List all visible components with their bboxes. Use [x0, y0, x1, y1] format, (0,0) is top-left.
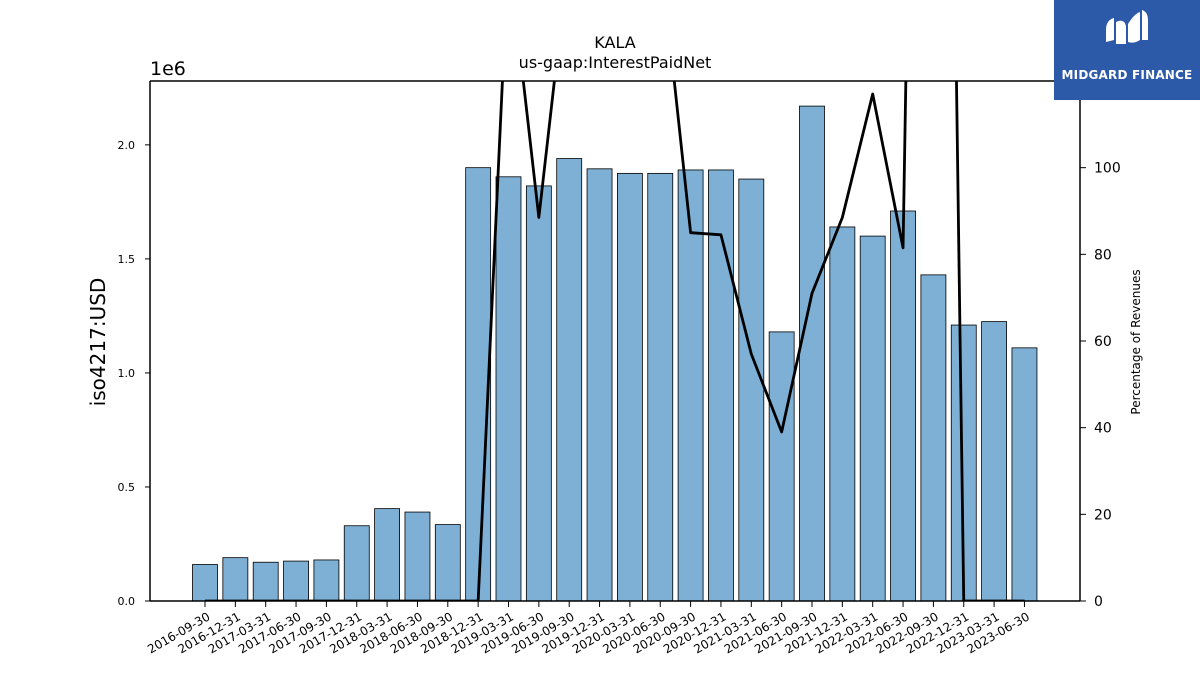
bar-2022-06-30	[890, 210, 916, 602]
bar-2021-06-30	[768, 331, 795, 602]
y-axis-label: iso4217:USD	[86, 278, 110, 407]
y2-axis-label: Percentage of Revenues	[1129, 269, 1143, 414]
y-tick-label: 0.5	[118, 481, 136, 494]
y2-tick-label: 40	[1094, 421, 1112, 437]
bar-2020-12-31	[708, 169, 734, 602]
bar-2021-03-31	[738, 178, 765, 602]
line-series	[205, 81, 1025, 601]
y2-tick-label: 0	[1094, 594, 1103, 610]
x-ticks: 2016-09-302016-12-312017-03-312017-06-30…	[145, 601, 1032, 656]
bar-2018-06-30	[404, 511, 431, 602]
y-tick-label: 1.0	[118, 367, 136, 380]
bar-2017-06-30	[283, 560, 309, 602]
bar-2023-03-31	[981, 321, 1007, 602]
chart-title: KALA	[594, 33, 635, 52]
bar-2022-03-31	[859, 235, 886, 602]
bar-2022-09-30	[920, 274, 947, 602]
logo-mark-icon	[1106, 10, 1148, 44]
bar-2017-03-31	[252, 561, 279, 602]
y2-tick-label: 80	[1094, 247, 1112, 263]
bar-2023-06-30	[1011, 347, 1038, 602]
bar-2020-03-31	[617, 172, 643, 602]
bar-2016-12-31	[222, 557, 249, 602]
chart-subtitle: us-gaap:InterestPaidNet	[519, 53, 712, 72]
bar-2021-09-30	[799, 105, 825, 602]
bar-2019-06-30	[525, 185, 552, 602]
bar-2016-09-30	[192, 564, 218, 602]
logo-text: MIDGARD FINANCE	[1061, 68, 1193, 82]
y-tick-label: 1.5	[118, 253, 136, 266]
y-tick-label: 2.0	[118, 139, 136, 152]
bar-2020-09-30	[677, 169, 704, 602]
y-ticks: 0.0 0.5 1.0 1.5 2.0	[118, 139, 150, 608]
bar-2019-09-30	[556, 158, 583, 602]
bar-2017-12-31	[343, 525, 370, 602]
bar-series	[192, 105, 1038, 602]
bar-2018-03-31	[374, 508, 401, 602]
bar-2020-06-30	[647, 172, 674, 602]
y-offset-text: 1e6	[150, 58, 186, 80]
y-tick-label: 0.0	[118, 595, 136, 608]
bar-2019-03-31	[495, 176, 522, 602]
bar-2018-09-30	[434, 524, 461, 602]
y2-tick-label: 60	[1094, 334, 1112, 350]
bar-2017-09-30	[313, 559, 340, 602]
y2-tick-label: 20	[1094, 507, 1112, 523]
brand-logo: MIDGARD FINANCE	[1054, 0, 1200, 100]
bar-2021-12-31	[829, 226, 856, 602]
bar-2018-12-31	[465, 167, 492, 602]
percentage-line	[205, 81, 1025, 601]
y2-tick-label: 100	[1094, 161, 1121, 177]
bar-2019-12-31	[586, 168, 613, 602]
y2-ticks: 0 20 40 60 80 100	[1080, 161, 1121, 610]
